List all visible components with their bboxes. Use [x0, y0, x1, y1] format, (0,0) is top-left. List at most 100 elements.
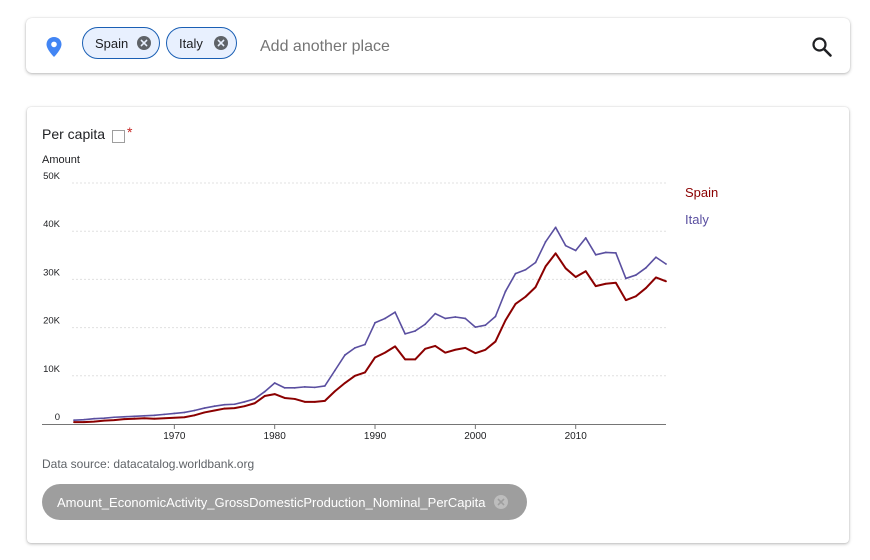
data-point-spain — [153, 417, 156, 420]
data-point-spain — [454, 348, 457, 351]
close-circle-icon[interactable] — [214, 36, 228, 50]
close-circle-icon[interactable] — [137, 36, 151, 50]
data-point-italy — [203, 407, 206, 409]
data-point-italy — [665, 263, 667, 265]
data-point-spain — [474, 352, 477, 355]
place-chip-label: Spain — [95, 35, 129, 51]
data-point-spain — [384, 351, 386, 354]
line-chart: Amount 0 10K 20K 30K 40K 50K 1970 1980 1990 2000 20… — [42, 154, 718, 442]
data-point-spain — [333, 390, 336, 393]
y-axis-title: Amount — [42, 154, 80, 166]
location-pin-icon — [46, 37, 62, 57]
data-point-spain — [434, 345, 437, 347]
per-capita-label: Per capita — [42, 125, 106, 142]
variable-chip[interactable]: Amount_EconomicActivity_GrossDomesticPro… — [42, 484, 527, 520]
data-point-spain — [173, 416, 176, 419]
data-point-spain — [584, 270, 587, 273]
data-point-spain — [524, 295, 527, 298]
data-point-spain — [554, 252, 557, 255]
data-point-italy — [364, 343, 366, 346]
close-circle-icon[interactable] — [494, 495, 508, 509]
data-point-spain — [323, 399, 326, 402]
x-tick-label: 1980 — [264, 431, 287, 442]
data-point-italy — [384, 317, 386, 320]
data-point-italy — [414, 330, 417, 332]
data-point-italy — [624, 277, 627, 280]
data-point-italy — [173, 412, 176, 415]
data-point-spain — [534, 286, 537, 289]
data-point-italy — [544, 240, 547, 243]
data-point-spain — [233, 407, 236, 409]
y-tick-label: 40K — [43, 219, 61, 230]
data-point-italy — [183, 411, 186, 414]
data-point-italy — [113, 416, 116, 419]
required-mark: * — [127, 123, 133, 140]
data-point-spain — [283, 397, 286, 399]
y-tick-label: 30K — [43, 267, 61, 278]
data-point-spain — [464, 346, 467, 349]
data-point-italy — [394, 311, 396, 314]
data-point-spain — [73, 421, 75, 423]
data-point-spain — [444, 351, 447, 354]
data-point-spain — [93, 420, 95, 423]
data-point-italy — [283, 386, 286, 389]
data-point-spain — [514, 303, 517, 305]
data-point-spain — [133, 417, 136, 420]
data-point-spain — [313, 400, 316, 403]
data-point-italy — [273, 382, 276, 384]
data-point-italy — [504, 290, 507, 293]
data-point-italy — [293, 386, 296, 389]
place-chip-spain[interactable]: Spain — [82, 27, 160, 59]
data-point-italy — [344, 354, 346, 356]
variable-chip-label: Amount_EconomicActivity_GrossDomesticPro… — [57, 494, 486, 510]
data-point-italy — [103, 417, 106, 420]
data-point-spain — [223, 407, 226, 410]
search-icon[interactable] — [811, 36, 833, 58]
place-chip-label: Italy — [179, 35, 203, 51]
location-pin-dot — [51, 41, 57, 48]
data-point-spain — [574, 276, 577, 278]
data-point-spain — [183, 416, 186, 419]
data-point-italy — [323, 385, 326, 387]
data-point-italy — [133, 415, 136, 418]
place-chip-italy[interactable]: Italy — [166, 27, 237, 59]
data-point-spain — [273, 393, 276, 396]
data-point-italy — [233, 403, 236, 406]
data-point-spain — [303, 400, 306, 403]
data-point-spain — [213, 409, 216, 412]
data-point-spain — [665, 280, 667, 283]
data-point-italy — [524, 268, 527, 271]
data-point-italy — [444, 317, 447, 320]
data-point-italy — [243, 400, 246, 403]
data-point-spain — [504, 319, 507, 322]
data-point-italy — [193, 409, 196, 412]
data-point-spain — [544, 265, 547, 268]
data-point-italy — [534, 261, 537, 264]
data-point-italy — [354, 346, 356, 349]
data-point-spain — [394, 345, 396, 348]
per-capita-checkbox[interactable] — [112, 130, 126, 143]
data-point-italy — [333, 369, 336, 372]
data-point-italy — [604, 251, 607, 254]
data-point-italy — [645, 266, 647, 269]
add-place-input[interactable] — [258, 32, 782, 62]
data-point-italy — [635, 274, 637, 276]
data-point-italy — [614, 251, 617, 254]
data-point-spain — [103, 419, 106, 422]
series-line-spain — [74, 252, 667, 424]
y-tick-label: 0 — [55, 412, 60, 423]
data-point-italy — [594, 253, 597, 256]
data-point-italy — [494, 315, 497, 318]
data-point-spain — [354, 374, 356, 377]
data-point-italy — [73, 419, 75, 422]
data-point-italy — [223, 403, 226, 406]
data-point-italy — [213, 405, 216, 408]
data-point-spain — [374, 356, 376, 359]
data-point-italy — [83, 418, 85, 421]
data-point-spain — [143, 417, 146, 420]
data-point-spain — [263, 395, 266, 397]
data-point-spain — [243, 405, 246, 408]
data-point-italy — [263, 390, 266, 393]
series-line-italy — [73, 226, 667, 421]
data-point-spain — [364, 371, 366, 374]
